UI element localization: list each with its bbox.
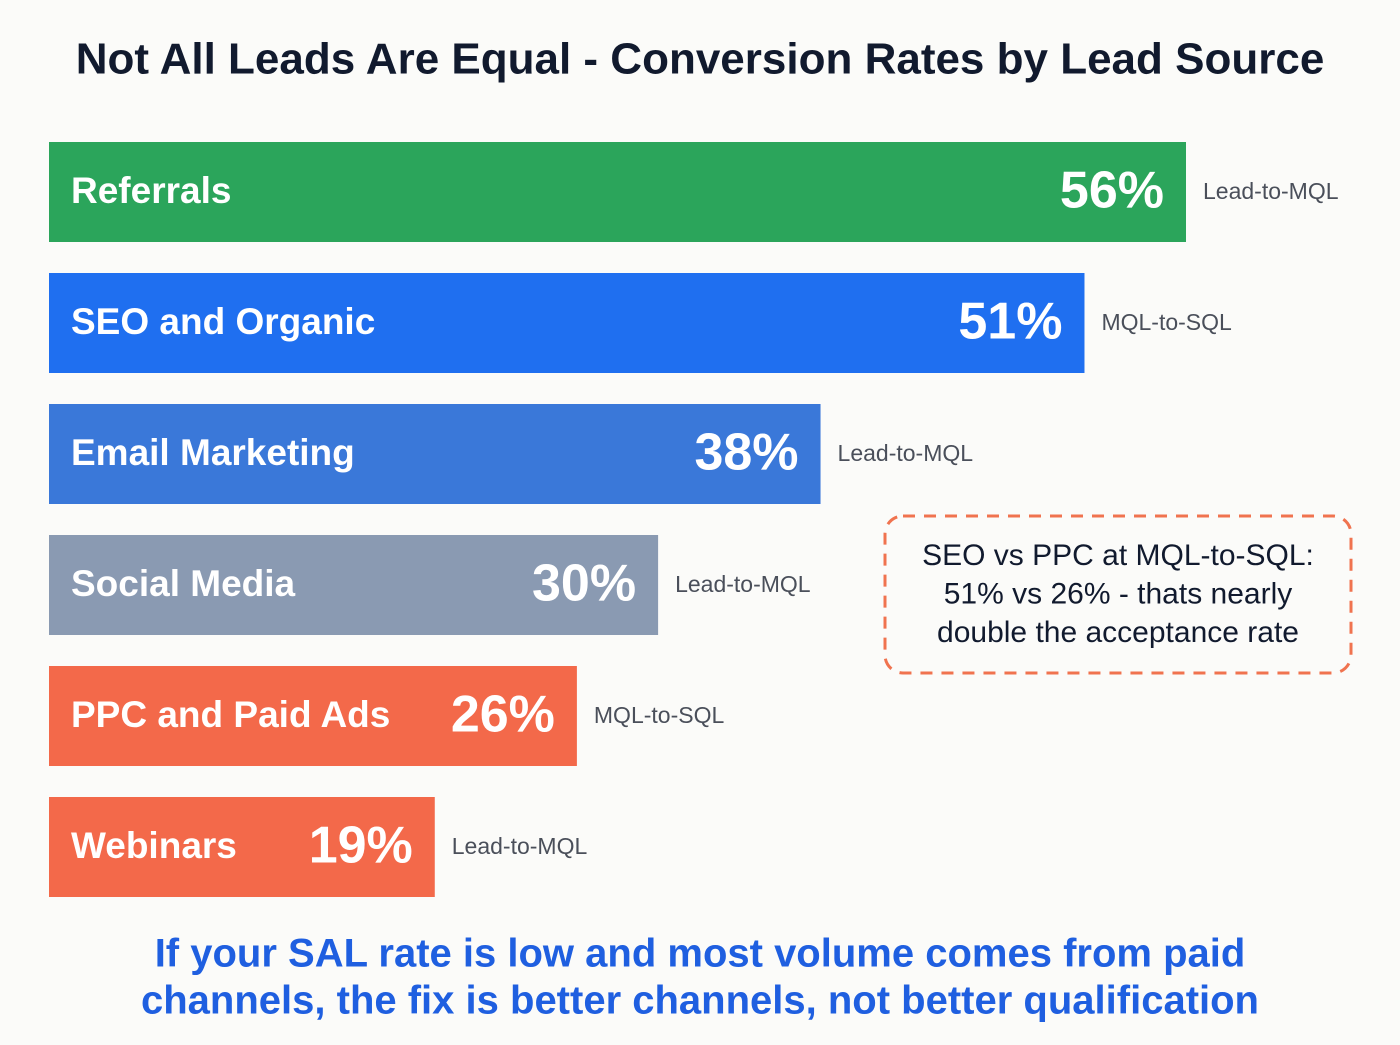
stage-label: MQL-to-SQL bbox=[1101, 309, 1232, 335]
value-label: 19% bbox=[309, 817, 413, 875]
bar bbox=[49, 666, 577, 766]
stage-label: MQL-to-SQL bbox=[594, 702, 725, 728]
chart-title: Not All Leads Are Equal - Conversion Rat… bbox=[76, 35, 1325, 84]
value-label: 30% bbox=[532, 555, 636, 613]
value-label: 26% bbox=[451, 686, 555, 744]
bar bbox=[49, 142, 1186, 242]
value-label: 38% bbox=[694, 424, 798, 482]
bar bbox=[49, 797, 435, 897]
annotation-text: 51% vs 26% - thats nearly bbox=[944, 577, 1293, 610]
stage-label: Lead-to-MQL bbox=[1203, 178, 1339, 204]
annotation-box bbox=[883, 514, 1353, 675]
bar bbox=[49, 273, 1085, 373]
category-label: Social Media bbox=[71, 563, 296, 604]
annotation-text: double the acceptance rate bbox=[937, 616, 1299, 649]
category-label: Referrals bbox=[71, 170, 231, 211]
category-label: Webinars bbox=[71, 825, 237, 866]
bar bbox=[49, 535, 659, 635]
value-label: 51% bbox=[958, 293, 1062, 351]
category-label: SEO and Organic bbox=[71, 301, 375, 342]
category-label: Email Marketing bbox=[71, 432, 355, 473]
value-label: 56% bbox=[1060, 162, 1164, 220]
category-label: PPC and Paid Ads bbox=[71, 694, 390, 735]
bar bbox=[49, 404, 821, 504]
annotation-text: SEO vs PPC at MQL-to-SQL: bbox=[922, 539, 1314, 572]
stage-label: Lead-to-MQL bbox=[838, 440, 974, 466]
footer-text: If your SAL rate is low and most volume … bbox=[155, 932, 1246, 976]
stage-label: Lead-to-MQL bbox=[675, 571, 811, 597]
stage-label: Lead-to-MQL bbox=[452, 833, 588, 859]
footer-text: channels, the fix is better channels, no… bbox=[141, 979, 1259, 1023]
